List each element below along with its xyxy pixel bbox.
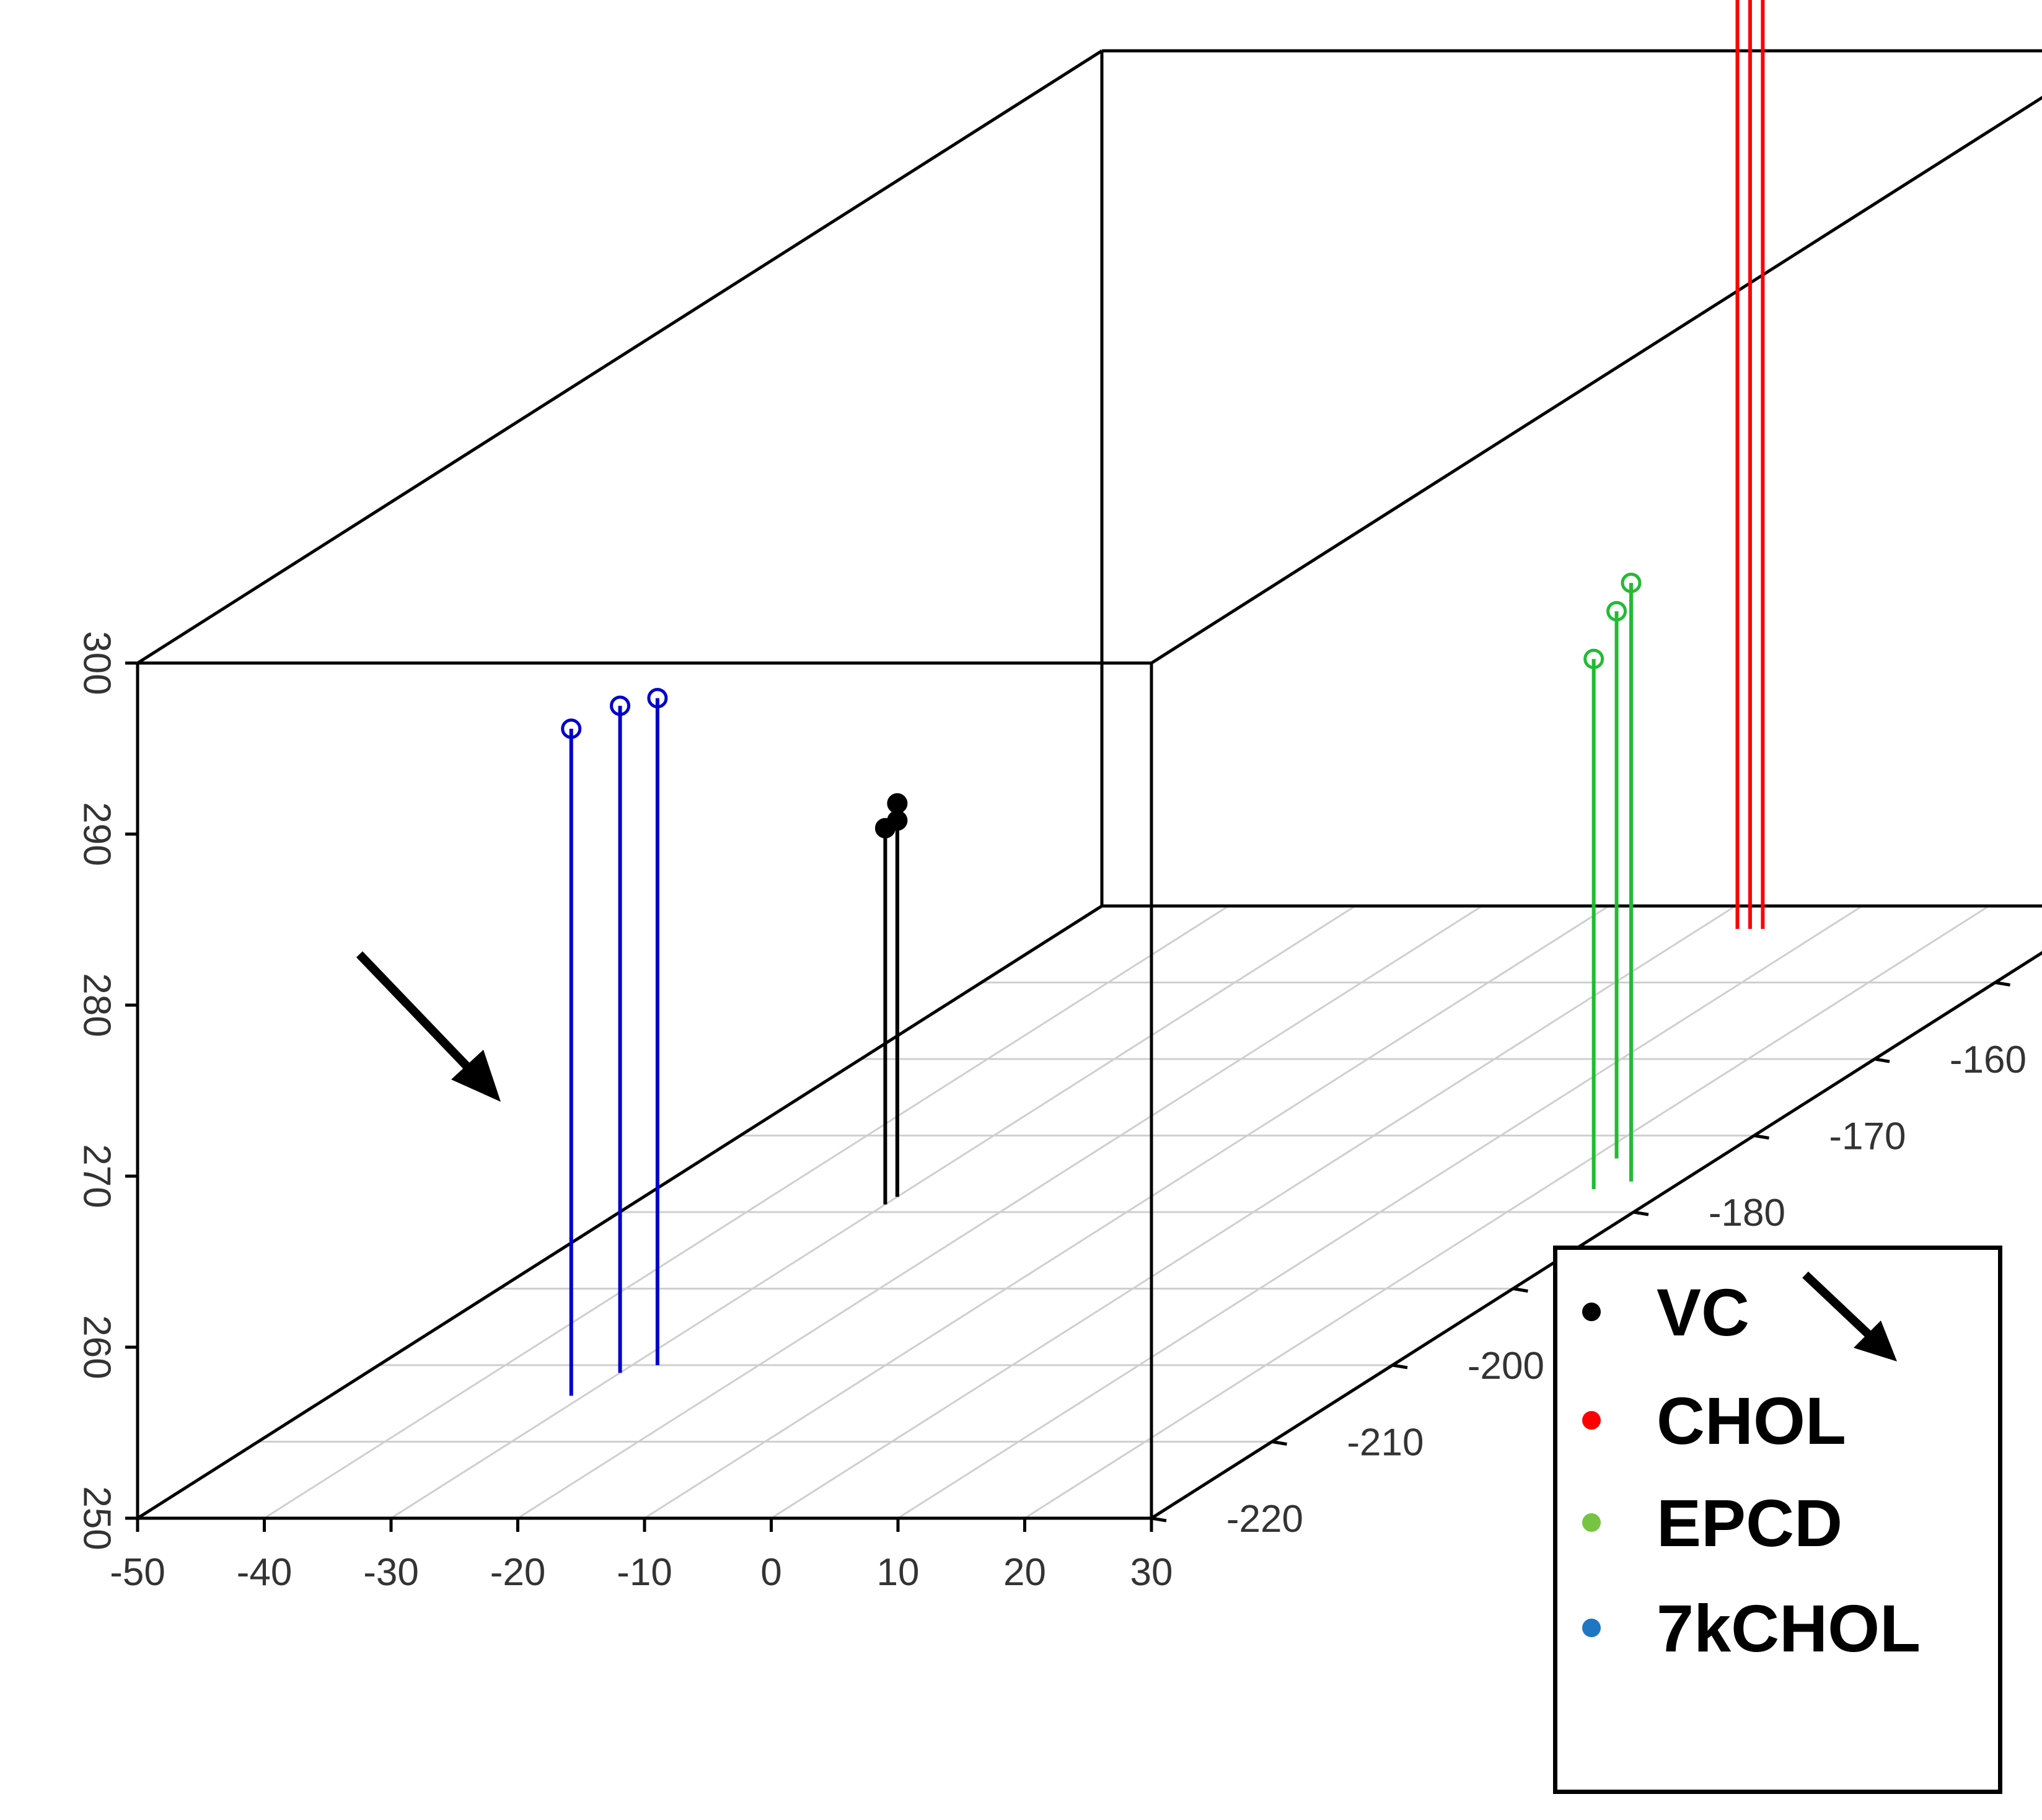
legend: VC CHOL EPCD 7kCHOL xyxy=(1553,1246,2002,1794)
y-tick-label: -170 xyxy=(1829,1115,1906,1158)
grid-line-x xyxy=(263,905,1230,1519)
data-point xyxy=(1583,648,1604,669)
x-tick-label: 0 xyxy=(760,1551,781,1594)
y-tick xyxy=(1995,981,2010,987)
x-tick-label: -50 xyxy=(110,1551,165,1594)
y-tick xyxy=(1272,1440,1287,1446)
legend-label-epcd: EPCD xyxy=(1657,1485,1843,1560)
legend-label-vc: VC xyxy=(1657,1274,1750,1350)
x-tick-label: -40 xyxy=(237,1551,293,1594)
series-vc xyxy=(874,793,908,1205)
legend-item-vc: VC xyxy=(1582,1275,1749,1350)
y-tick-label: -200 xyxy=(1468,1345,1544,1387)
x-tick-label: 20 xyxy=(1003,1551,1046,1594)
x-tick-label: -30 xyxy=(363,1551,419,1594)
data-point xyxy=(887,793,908,814)
data-point xyxy=(561,718,582,739)
y-tick-label: -180 xyxy=(1709,1192,1785,1234)
y-tick-label: -210 xyxy=(1347,1422,1424,1464)
legend-label-7kchol: 7kCHOL xyxy=(1657,1590,1921,1666)
y-tick xyxy=(1392,1363,1408,1369)
z-tick-label: 300 xyxy=(76,631,118,695)
z-tick-label: 280 xyxy=(76,973,118,1037)
grid-line-x xyxy=(517,905,1483,1519)
y-tick xyxy=(1754,1134,1769,1140)
box-edge xyxy=(136,49,1103,665)
data-point xyxy=(887,810,908,831)
z-tick-label: 260 xyxy=(76,1315,118,1379)
x-tick-label: 30 xyxy=(1130,1551,1173,1594)
data-point xyxy=(610,695,631,716)
y-tick xyxy=(1513,1287,1528,1293)
legend-item-chol: CHOL xyxy=(1582,1383,1846,1458)
series-epcd xyxy=(1583,573,1642,1189)
legend-arrow-icon xyxy=(1802,1271,1897,1361)
grid-line-x xyxy=(1024,905,1990,1519)
x-tick-label: -10 xyxy=(617,1551,672,1594)
legend-item-epcd: EPCD xyxy=(1582,1485,1842,1560)
data-point xyxy=(647,688,668,709)
z-tick-label: 290 xyxy=(76,802,118,866)
y-tick-label: -220 xyxy=(1226,1498,1303,1541)
y-tick xyxy=(1633,1210,1649,1216)
grid-line-x xyxy=(770,905,1736,1519)
z-tick-label: 250 xyxy=(76,1486,118,1550)
x-tick-label: -20 xyxy=(490,1551,546,1594)
data-point xyxy=(1621,573,1642,594)
annotation-arrow xyxy=(356,951,501,1102)
data-point xyxy=(1606,600,1627,622)
x-tick-label: 10 xyxy=(877,1551,920,1594)
legend-dot-7kchol xyxy=(1582,1619,1601,1637)
legend-dot-chol xyxy=(1582,1411,1601,1430)
legend-dot-vc xyxy=(1582,1303,1601,1321)
box-edge xyxy=(1150,95,2042,665)
grid-line-x xyxy=(897,905,1863,1519)
grid-line-x xyxy=(644,905,1609,1519)
floor-grid xyxy=(258,905,1996,1519)
legend-item-7kchol: 7kCHOL xyxy=(1582,1591,1921,1666)
series-7kchol xyxy=(561,688,668,1396)
z-tick-label: 270 xyxy=(76,1144,118,1208)
legend-dot-epcd xyxy=(1582,1513,1601,1532)
y-tick-label: -160 xyxy=(1950,1039,2027,1081)
grid-line-x xyxy=(390,905,1356,1519)
data-series xyxy=(561,0,1765,1396)
legend-label-chol: CHOL xyxy=(1657,1383,1846,1458)
y-tick xyxy=(1874,1057,1890,1063)
series-chol xyxy=(1735,0,1765,930)
annotations xyxy=(356,951,501,1102)
y-tick xyxy=(1151,1516,1167,1523)
